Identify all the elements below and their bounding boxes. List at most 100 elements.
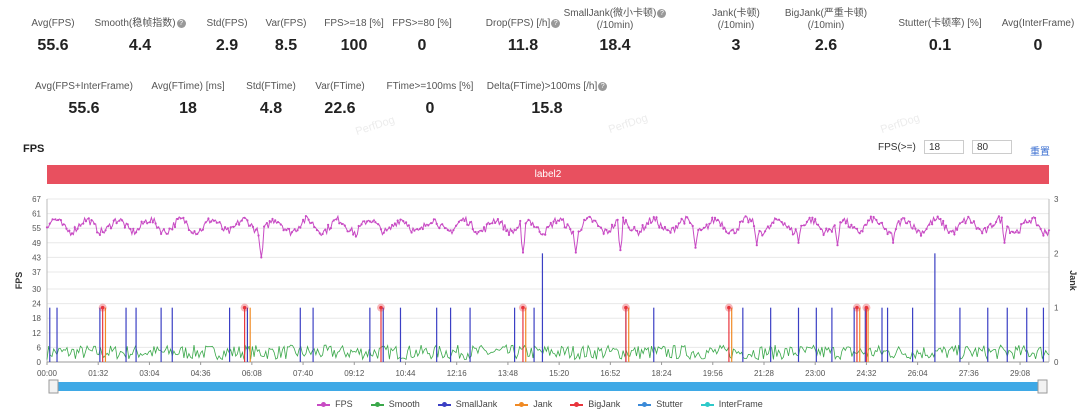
help-icon[interactable]: ? (176, 18, 186, 28)
fps-point (569, 228, 572, 231)
fps-point (224, 226, 227, 229)
help-icon[interactable]: ? (551, 18, 561, 28)
stat-label: Avg(InterFrame) (968, 18, 1080, 30)
x-tick-label: 00:00 (37, 369, 58, 378)
fps-point (939, 217, 942, 221)
fps-point (402, 220, 405, 223)
fps-point (864, 223, 867, 226)
stat-label-text: Jank(卡顿) (712, 8, 760, 19)
stat-r1-11: Avg(InterFrame) 0 (968, 18, 1080, 55)
fps-point (54, 218, 57, 221)
fps-point (82, 222, 85, 225)
fps-point (574, 251, 577, 254)
stat-label-text: FPS>=18 [%] (324, 18, 384, 29)
fps-point (1017, 231, 1020, 234)
fps-point (942, 219, 945, 223)
fps-point (658, 226, 661, 229)
fps-point (661, 226, 664, 229)
stat-r1-6: Drop(FPS) [/h]? 11.8 (453, 18, 593, 55)
fps-point (165, 232, 168, 235)
range-slider-right-handle[interactable] (1037, 379, 1048, 394)
label-bar[interactable]: label2 (47, 165, 1049, 184)
fps-point (1022, 221, 1025, 224)
fps-point (928, 223, 931, 226)
fps-point (533, 225, 536, 228)
help-icon[interactable]: ? (598, 81, 608, 91)
fps-point (599, 226, 603, 229)
fps-point (352, 233, 355, 236)
fps-point (243, 216, 246, 219)
stat-value: 3 (731, 37, 741, 54)
legend-item-smalljank[interactable]: SmallJank (437, 399, 497, 409)
range-slider-left-handle[interactable] (48, 379, 59, 394)
reset-button[interactable]: 重置 (1030, 147, 1050, 158)
fps-point (332, 219, 335, 222)
threshold-low-input[interactable]: 18 (924, 140, 964, 154)
fps-point (70, 232, 74, 235)
fps-point (199, 228, 202, 231)
y-tick-label: 67 (32, 195, 41, 204)
stat-value: 11.8 (507, 37, 539, 54)
stat-label: SmallJank(微小卡顿)? (545, 8, 685, 20)
stat-r2-2: Std(FTime) 4.8 (201, 81, 341, 118)
legend-swatch (437, 401, 451, 407)
fps-point (340, 222, 344, 226)
fps-point (961, 220, 964, 223)
fps-point (944, 224, 948, 227)
fps-point (254, 228, 257, 231)
fps-point (315, 229, 319, 232)
fps-point (700, 229, 703, 232)
fps-point (112, 219, 115, 222)
fps-point (995, 220, 998, 224)
fps-point (48, 222, 51, 225)
stat-label: FPS>=18 [%] (284, 18, 424, 30)
help-icon[interactable]: ? (657, 8, 667, 18)
legend-item-stutter[interactable]: Stutter (638, 399, 683, 409)
threshold-high-input[interactable]: 80 (972, 140, 1012, 154)
fps-point (45, 226, 49, 229)
threshold-label: FPS(>=) (878, 142, 916, 153)
fps-point (733, 232, 736, 235)
fps-point (137, 228, 140, 231)
fps-point (922, 231, 925, 234)
fps-point (160, 232, 163, 235)
fps-point (382, 231, 385, 234)
stat-r1-8: Jank(卡顿) (/10min) 3 (666, 8, 806, 55)
fps-point (285, 229, 288, 232)
bigjank-marker (379, 305, 383, 310)
fps-point (363, 220, 366, 223)
range-slider-track (53, 382, 1043, 391)
fps-point (443, 227, 447, 230)
fps-point (162, 228, 165, 231)
fps-point (516, 226, 519, 229)
fps-point (591, 220, 594, 223)
fps-point (207, 217, 210, 220)
fps-point (663, 225, 667, 229)
fps-point (850, 223, 853, 226)
stat-value: 0.1 (928, 37, 952, 54)
fps-point (329, 227, 332, 230)
legend-item-bigjank[interactable]: BigJank (570, 399, 620, 409)
legend-item-interframe[interactable]: InterFrame (700, 399, 763, 409)
fps-point (98, 233, 101, 236)
fps-point (148, 221, 152, 224)
fps-point (894, 228, 898, 231)
fps-point (535, 226, 539, 229)
bigjank-marker (624, 305, 628, 310)
legend-item-jank[interactable]: Jank (515, 399, 552, 409)
x-tick-label: 21:28 (754, 369, 775, 378)
legend-item-smooth[interactable]: Smooth (370, 399, 420, 409)
stat-label-text: FPS>=80 [%] (392, 18, 452, 29)
fps-point (1031, 217, 1034, 220)
fps-point (594, 219, 597, 222)
fps-point (215, 221, 218, 224)
legend-item-fps[interactable]: FPS (317, 399, 353, 409)
fps-point (185, 220, 188, 223)
x-tick-label: 24:32 (856, 369, 877, 378)
fps-point (880, 221, 884, 224)
fps-point (741, 220, 744, 223)
stat-r2-5: Delta(FTime)>100ms [/h]? 15.8 (477, 81, 617, 118)
fps-point (307, 218, 310, 221)
fps-point (109, 227, 113, 230)
fps-point (605, 228, 608, 232)
